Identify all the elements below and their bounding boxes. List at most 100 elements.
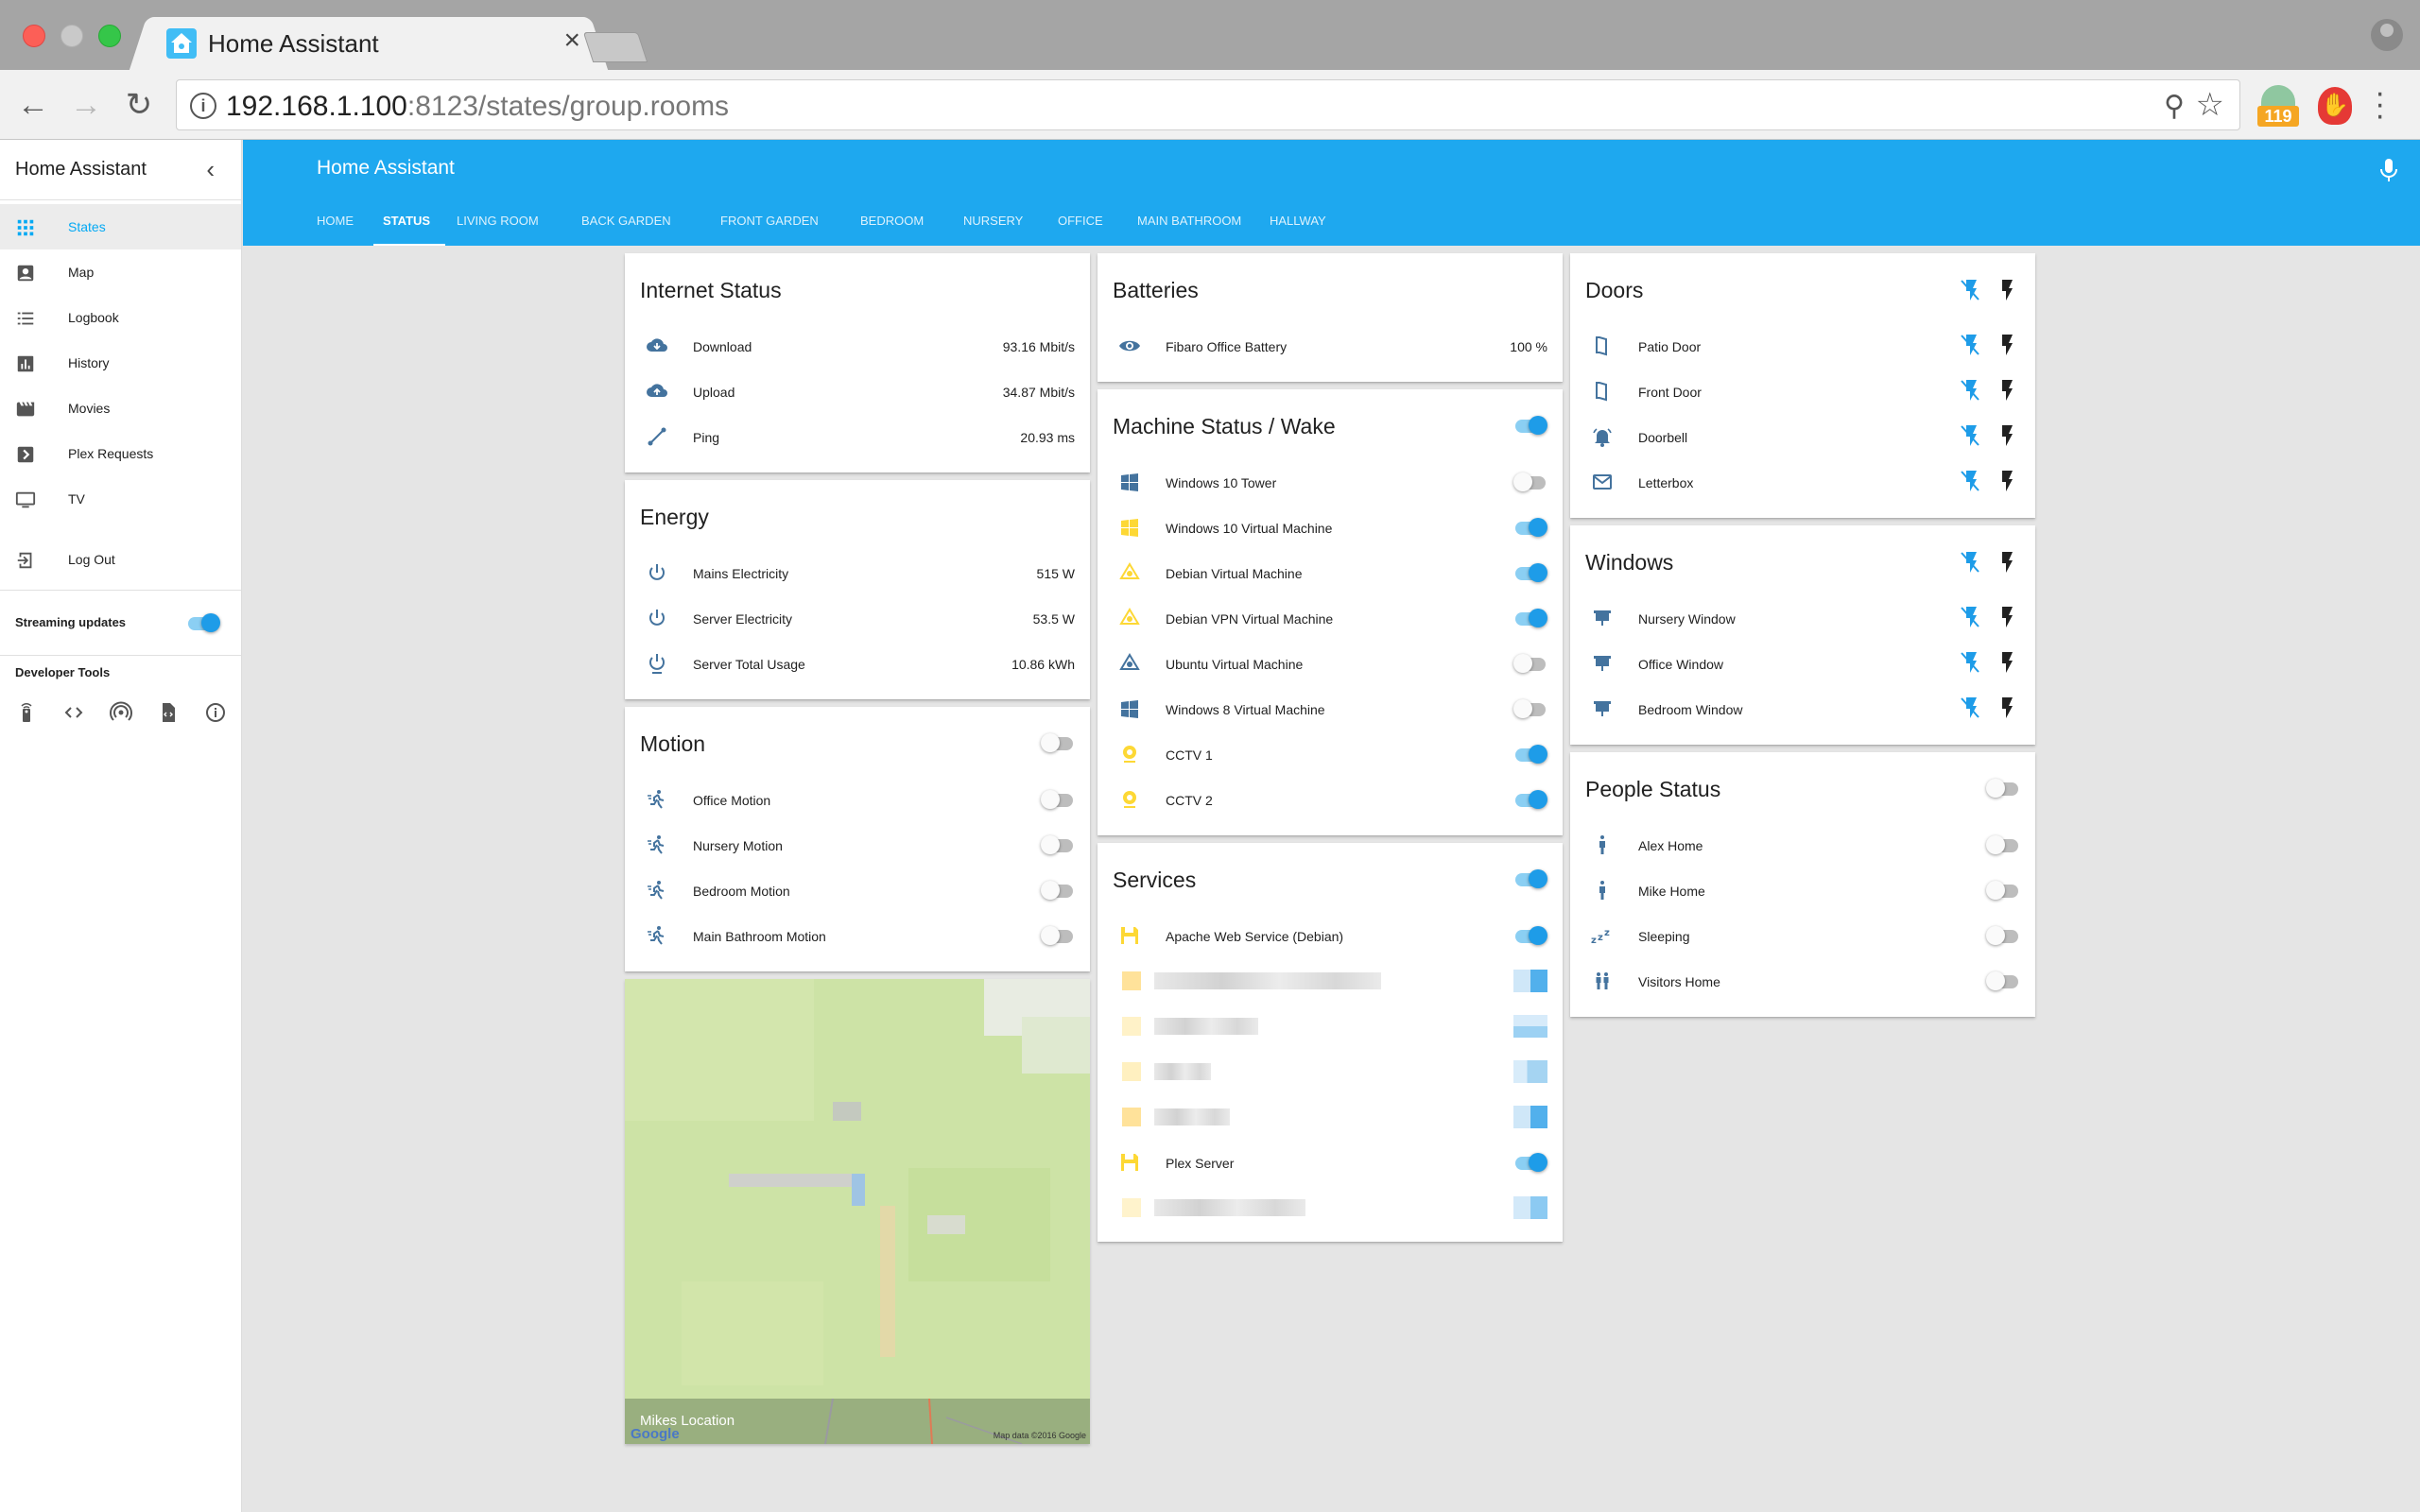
- map-image[interactable]: [625, 979, 1090, 1444]
- tab-bedroom[interactable]: BEDROOM: [860, 214, 925, 228]
- list-item[interactable]: Front Door: [1570, 369, 2035, 414]
- tab-office[interactable]: OFFICE: [1058, 214, 1103, 228]
- tab-living-room[interactable]: LIVING ROOM: [457, 214, 539, 228]
- redacted-toggle[interactable]: [1513, 1015, 1547, 1038]
- flash-off-icon[interactable]: [1960, 333, 1980, 357]
- sidebar-item-movies[interactable]: Movies: [0, 386, 241, 431]
- tab-status[interactable]: STATUS: [383, 214, 431, 228]
- bookmark-star-icon[interactable]: ☆: [2195, 87, 2224, 123]
- machine-group-toggle[interactable]: [1513, 416, 1547, 435]
- adblock-extension-icon[interactable]: ✋: [2318, 87, 2352, 125]
- list-item[interactable]: Debian VPN Virtual Machine: [1098, 595, 1563, 641]
- list-item[interactable]: Bedroom Motion: [625, 868, 1090, 913]
- sidebar-item-map[interactable]: Map: [0, 249, 241, 295]
- remote-icon[interactable]: [15, 701, 38, 724]
- list-item[interactable]: Patio Door: [1570, 323, 2035, 369]
- list-item[interactable]: Debian Virtual Machine: [1098, 550, 1563, 595]
- wake-toggle[interactable]: [1513, 745, 1547, 764]
- info-circle-icon[interactable]: [204, 701, 227, 724]
- zoom-icon[interactable]: ⚲: [2164, 91, 2185, 122]
- redacted-toggle[interactable]: [1513, 1196, 1547, 1219]
- sidebar-item-logbook[interactable]: Logbook: [0, 295, 241, 340]
- browser-menu-icon[interactable]: · · ·: [2375, 75, 2386, 133]
- tab-home[interactable]: HOME: [317, 214, 354, 228]
- tab-hallway[interactable]: HALLWAY: [1270, 214, 1326, 228]
- list-item[interactable]: Office Motion: [625, 777, 1090, 822]
- flash-off-icon[interactable]: [1960, 278, 1980, 302]
- person-toggle[interactable]: [1986, 881, 2020, 900]
- extension-icon[interactable]: 119: [2257, 83, 2299, 129]
- list-item[interactable]: Letterbox: [1570, 459, 2035, 505]
- redacted-toggle[interactable]: [1513, 1060, 1547, 1083]
- list-item[interactable]: Windows 10 Virtual Machine: [1098, 505, 1563, 550]
- tab-main-bathroom[interactable]: MAIN BATHROOM: [1137, 214, 1242, 228]
- list-item[interactable]: Bedroom Window: [1570, 686, 2035, 731]
- flash-icon[interactable]: [1996, 423, 2016, 448]
- person-toggle[interactable]: [1986, 971, 2020, 990]
- list-item[interactable]: Download 93.16 Mbit/s: [625, 323, 1090, 369]
- flash-off-icon[interactable]: [1960, 650, 1980, 675]
- list-item[interactable]: Apache Web Service (Debian): [1098, 913, 1563, 958]
- info-icon[interactable]: i: [190, 93, 216, 119]
- people-group-toggle[interactable]: [1986, 779, 2020, 798]
- wake-toggle[interactable]: [1513, 472, 1547, 491]
- list-item[interactable]: Upload 34.87 Mbit/s: [625, 369, 1090, 414]
- flash-icon[interactable]: [1996, 650, 2016, 675]
- wake-toggle[interactable]: [1513, 699, 1547, 718]
- motion-toggle[interactable]: [1041, 926, 1075, 945]
- sidebar-item-plex-requests[interactable]: Plex Requests: [0, 431, 241, 476]
- sidebar-item-logout[interactable]: Log Out: [0, 537, 241, 582]
- list-item[interactable]: Windows 8 Virtual Machine: [1098, 686, 1563, 731]
- service-toggle[interactable]: [1513, 926, 1547, 945]
- profile-icon[interactable]: [2371, 19, 2403, 51]
- redacted-list-item[interactable]: [1098, 1004, 1563, 1049]
- flash-off-icon[interactable]: [1960, 605, 1980, 629]
- sidebar-item-history[interactable]: History: [0, 340, 241, 386]
- flash-off-icon[interactable]: [1960, 550, 1980, 575]
- list-item[interactable]: Plex Server: [1098, 1140, 1563, 1185]
- list-item[interactable]: Nursery Window: [1570, 595, 2035, 641]
- flash-icon[interactable]: [1996, 605, 2016, 629]
- streaming-updates-toggle[interactable]: [186, 613, 220, 632]
- person-toggle[interactable]: [1986, 835, 2020, 854]
- tab-front-garden[interactable]: FRONT GARDEN: [720, 214, 819, 228]
- sidebar-item-tv[interactable]: TV: [0, 476, 241, 522]
- list-item[interactable]: Main Bathroom Motion: [625, 913, 1090, 958]
- redacted-list-item[interactable]: [1098, 1094, 1563, 1140]
- motion-toggle[interactable]: [1041, 835, 1075, 854]
- mqtt-icon[interactable]: [110, 701, 132, 724]
- redacted-list-item[interactable]: [1098, 1185, 1563, 1230]
- list-item[interactable]: Mike Home: [1570, 868, 2035, 913]
- service-toggle[interactable]: [1513, 1153, 1547, 1172]
- redacted-toggle[interactable]: [1513, 1106, 1547, 1128]
- wake-toggle[interactable]: [1513, 518, 1547, 537]
- redacted-toggle[interactable]: [1513, 970, 1547, 992]
- list-item[interactable]: Ping 20.93 ms: [625, 414, 1090, 459]
- wake-toggle[interactable]: [1513, 609, 1547, 627]
- list-item[interactable]: Mains Electricity 515 W: [625, 550, 1090, 595]
- wake-toggle[interactable]: [1513, 790, 1547, 809]
- motion-toggle[interactable]: [1041, 881, 1075, 900]
- maximize-window-button[interactable]: [98, 25, 121, 47]
- list-item[interactable]: Nursery Motion: [625, 822, 1090, 868]
- list-item[interactable]: Visitors Home: [1570, 958, 2035, 1004]
- list-item[interactable]: Office Window: [1570, 641, 2035, 686]
- forward-arrow-icon[interactable]: →: [70, 87, 102, 123]
- wake-toggle[interactable]: [1513, 563, 1547, 582]
- new-tab-button[interactable]: [582, 32, 648, 62]
- microphone-icon[interactable]: [2378, 157, 2399, 183]
- code-icon[interactable]: [62, 701, 85, 724]
- tab-close-icon[interactable]: ×: [563, 25, 580, 56]
- list-item[interactable]: Server Total Usage 10.86 kWh: [625, 641, 1090, 686]
- redacted-list-item[interactable]: [1098, 1049, 1563, 1094]
- reload-icon[interactable]: ↻: [125, 87, 153, 123]
- motion-group-toggle[interactable]: [1041, 733, 1075, 752]
- motion-toggle[interactable]: [1041, 790, 1075, 809]
- list-item[interactable]: Doorbell: [1570, 414, 2035, 459]
- close-window-button[interactable]: [23, 25, 45, 47]
- flash-icon[interactable]: [1996, 469, 2016, 493]
- list-item[interactable]: Windows 10 Tower: [1098, 459, 1563, 505]
- wake-toggle[interactable]: [1513, 654, 1547, 673]
- flash-off-icon[interactable]: [1960, 423, 1980, 448]
